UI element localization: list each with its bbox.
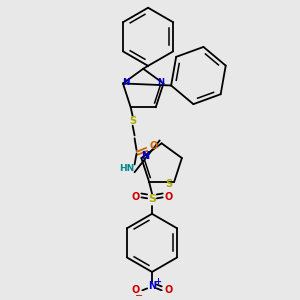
Text: S: S	[129, 116, 136, 126]
Text: N: N	[148, 281, 156, 292]
Text: HN: HN	[119, 164, 134, 173]
Text: N: N	[141, 151, 149, 161]
Text: S: S	[148, 194, 156, 204]
Text: O: O	[164, 192, 172, 203]
Text: O: O	[131, 192, 140, 203]
Text: S: S	[166, 179, 173, 189]
Text: O: O	[131, 285, 140, 295]
Text: O: O	[150, 141, 158, 151]
Text: N: N	[122, 78, 130, 87]
Text: +: +	[154, 277, 161, 286]
Text: N: N	[157, 78, 164, 87]
Text: O: O	[164, 285, 172, 295]
Text: −: −	[135, 291, 143, 300]
